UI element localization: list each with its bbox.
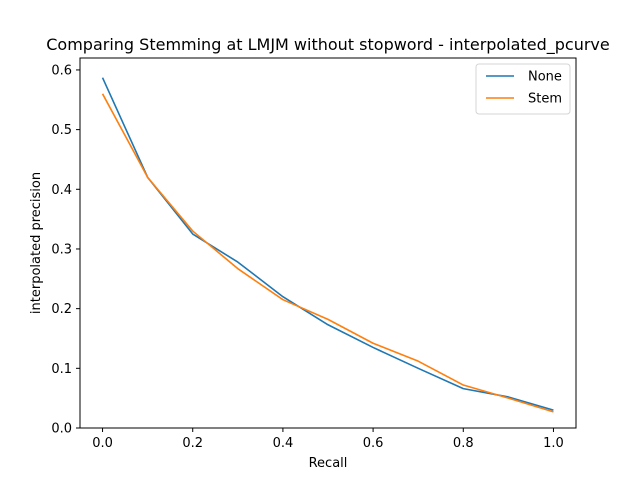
y-axis-label: interpolated precision [29, 172, 44, 314]
legend-label-none: None [528, 70, 562, 85]
x-tick-label: 0.2 [182, 436, 203, 451]
series-line-stem [101, 93, 554, 413]
y-tick-label: 0.6 [51, 63, 72, 78]
legend: None Stem [475, 63, 571, 115]
y-tick-label: 0.4 [51, 183, 72, 198]
y-tick-label: 0.1 [51, 362, 72, 377]
plot-area: 0.0 0.2 0.4 0.6 0.8 1.0 0.0 0.1 0.2 0.3 0.4 0.5 0.6 [51, 57, 577, 451]
y-tick-label: 0.5 [51, 123, 72, 138]
x-axis-label: Recall [309, 456, 348, 471]
x-tick-label: 0.0 [92, 436, 113, 451]
y-tick-label: 0.2 [51, 302, 72, 317]
series-line-none [101, 77, 554, 411]
y-tick-label: 0.0 [51, 422, 72, 437]
x-tick-label: 0.6 [363, 436, 384, 451]
x-tick-label: 1.0 [543, 436, 564, 451]
x-tick-label: 0.8 [453, 436, 474, 451]
y-tick-label: 0.3 [51, 242, 72, 257]
plot-frame [79, 57, 577, 429]
x-tick-label: 0.4 [273, 436, 294, 451]
chart-title: Comparing Stemming at LMJM without stopw… [46, 35, 609, 55]
legend-label-stem: Stem [528, 92, 562, 107]
